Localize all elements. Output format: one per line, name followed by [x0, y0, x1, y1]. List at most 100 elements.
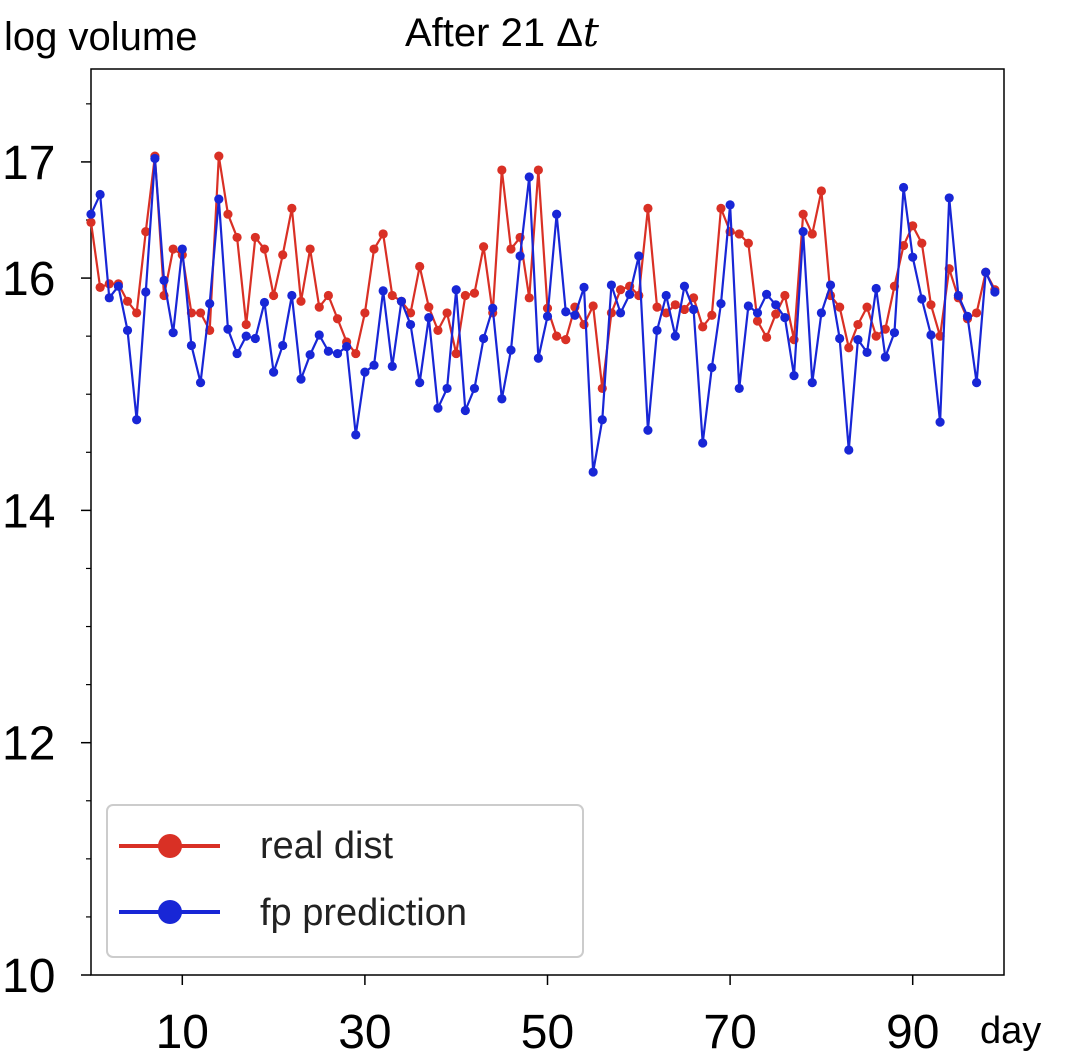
data-point-real-dist	[935, 331, 945, 341]
data-point-fp-prediction	[396, 296, 407, 306]
data-point-fp-prediction	[743, 301, 753, 311]
data-point-fp-prediction	[670, 331, 680, 341]
data-point-fp-prediction	[214, 194, 224, 204]
data-point-real-dist	[871, 331, 881, 341]
y-tick-label-10: 10	[2, 950, 55, 1003]
data-point-fp-prediction	[634, 251, 644, 261]
data-point-fp-prediction	[104, 293, 114, 303]
data-point-fp-prediction	[314, 330, 324, 340]
data-point-fp-prediction	[342, 342, 352, 352]
data-point-fp-prediction	[552, 209, 562, 219]
data-point-real-dist	[351, 348, 361, 359]
data-point-real-dist	[141, 227, 151, 237]
data-point-fp-prediction	[159, 275, 169, 285]
data-point-fp-prediction	[625, 289, 635, 299]
data-point-real-dist	[314, 302, 324, 312]
data-point-fp-prediction	[871, 283, 881, 294]
data-point-fp-prediction	[579, 282, 589, 292]
y-tick-label-14: 14	[2, 485, 55, 538]
data-point-fp-prediction	[378, 286, 388, 296]
data-point-real-dist	[670, 300, 680, 310]
data-point-fp-prediction	[351, 430, 361, 440]
data-point-real-dist	[269, 290, 279, 301]
x-tick-label-50: 50	[521, 1006, 574, 1059]
data-point-real-dist	[798, 209, 808, 219]
series-line-fp-prediction	[90, 157, 996, 474]
data-point-fp-prediction	[643, 425, 653, 435]
data-point-fp-prediction	[150, 153, 160, 164]
data-point-real-dist	[908, 221, 918, 231]
data-point-real-dist	[478, 242, 489, 252]
data-point-real-dist	[296, 296, 306, 306]
data-point-fp-prediction	[113, 281, 123, 291]
data-point-fp-prediction	[360, 367, 370, 377]
data-point-real-dist	[771, 309, 781, 319]
data-point-fp-prediction	[141, 287, 151, 297]
chart-title: After 21 Δt	[405, 10, 600, 56]
data-point-real-dist	[606, 308, 617, 318]
data-point-fp-prediction	[926, 330, 936, 340]
data-point-fp-prediction	[232, 348, 242, 359]
data-point-real-dist	[816, 186, 827, 196]
data-point-real-dist	[132, 308, 142, 318]
y-axis-label: log volume	[4, 15, 197, 59]
data-point-real-dist	[972, 308, 982, 318]
data-point-real-dist	[752, 316, 763, 326]
data-point-fp-prediction	[944, 193, 954, 203]
y-axis: 10 12 14 16 17	[2, 103, 91, 1003]
data-point-real-dist	[95, 282, 105, 292]
data-point-real-dist	[241, 319, 251, 330]
data-point-real-dist	[762, 332, 772, 342]
data-point-real-dist	[917, 238, 927, 248]
data-point-fp-prediction	[278, 340, 288, 351]
data-point-fp-prediction	[707, 362, 717, 373]
data-point-real-dist	[552, 331, 562, 341]
x-axis-label: day	[980, 1010, 1041, 1052]
data-point-fp-prediction	[287, 290, 297, 301]
data-point-fp-prediction	[853, 335, 863, 345]
data-point-fp-prediction	[488, 303, 498, 313]
data-point-fp-prediction	[369, 360, 379, 370]
data-point-real-dist	[232, 232, 242, 243]
data-point-fp-prediction	[533, 353, 543, 363]
data-point-real-dist	[862, 302, 872, 312]
data-point-real-dist	[734, 229, 744, 239]
data-point-fp-prediction	[122, 325, 133, 335]
legend-label-real-dist: real dist	[260, 825, 393, 867]
x-tick-label-30: 30	[338, 1006, 391, 1059]
data-point-fp-prediction	[908, 252, 918, 262]
y-tick-label-12: 12	[2, 718, 55, 771]
data-point-fp-prediction	[771, 300, 781, 310]
data-point-real-dist	[223, 209, 233, 219]
data-point-real-dist	[716, 203, 726, 213]
data-point-fp-prediction	[597, 415, 607, 425]
series-line-real-dist	[89, 155, 996, 390]
legend-box	[106, 804, 584, 958]
data-point-real-dist	[688, 293, 699, 303]
data-point-fp-prediction	[259, 297, 270, 308]
data-point-real-dist	[305, 244, 315, 254]
data-point-real-dist	[707, 310, 717, 320]
data-point-fp-prediction	[889, 328, 900, 338]
data-point-fp-prediction	[990, 287, 1000, 297]
data-point-fp-prediction	[798, 227, 808, 237]
data-point-fp-prediction	[734, 383, 744, 394]
data-point-fp-prediction	[542, 311, 553, 322]
data-point-fp-prediction	[880, 352, 890, 362]
data-point-real-dist	[332, 314, 343, 324]
data-point-fp-prediction	[387, 361, 397, 371]
data-point-fp-prediction	[195, 378, 206, 388]
data-point-real-dist	[259, 244, 270, 254]
data-point-fp-prediction	[415, 378, 425, 388]
data-point-real-dist	[561, 335, 571, 345]
data-point-real-dist	[588, 301, 598, 311]
data-point-real-dist	[442, 308, 452, 318]
data-point-fp-prediction	[524, 172, 534, 182]
x-tick-label-10: 10	[156, 1006, 209, 1059]
data-point-real-dist	[424, 302, 434, 312]
data-point-real-dist	[415, 261, 425, 272]
data-point-real-dist	[652, 302, 662, 312]
data-point-fp-prediction	[688, 304, 699, 315]
data-point-fp-prediction	[762, 289, 772, 299]
